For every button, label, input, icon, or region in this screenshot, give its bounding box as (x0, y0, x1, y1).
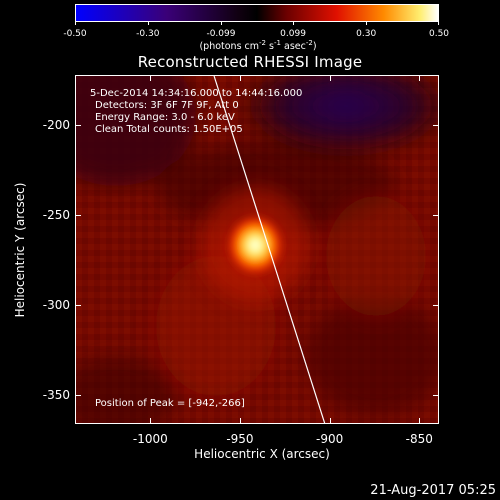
y-tick-label: -200 (42, 118, 70, 133)
x-tick-mark-top (329, 75, 331, 81)
x-tick-mark (419, 418, 421, 424)
rhessi-image (76, 76, 438, 423)
y-tick-label: -300 (42, 298, 70, 313)
y-tick-mark-right (433, 395, 439, 397)
colorbar-tick (366, 22, 368, 25)
colorbar (75, 4, 439, 22)
y-tick-mark (75, 215, 81, 217)
y-tick-mark-right (433, 125, 439, 127)
y-axis-label: Heliocentric Y (arcsec) (13, 182, 27, 318)
solar-limb-line (213, 76, 326, 423)
info-energy-range: Energy Range: 3.0 - 6.0 keV (95, 112, 235, 123)
colorbar-units: (photons cm-2 s-1 asec-2) (199, 39, 317, 53)
y-tick-mark (75, 305, 81, 307)
colorbar-tick (75, 22, 76, 25)
x-tick-label: -900 (315, 432, 344, 446)
y-tick-label: -350 (42, 388, 70, 403)
colorbar-tick (147, 22, 149, 25)
y-tick-mark-right (433, 215, 439, 217)
colorbar-tick-label: -0.30 (136, 29, 160, 39)
x-tick-mark (150, 418, 152, 424)
x-tick-label: -950 (226, 432, 254, 446)
y-tick-mark (75, 125, 81, 127)
colorbar-tick (438, 22, 439, 25)
colorbar-tick-label: 0.30 (356, 29, 377, 39)
negative-region (236, 76, 438, 156)
colorbar-gradient (76, 5, 438, 21)
image-plot: 5-Dec-2014 14:34:16.000 to 14:44:16.000 … (75, 75, 439, 424)
plot-title: Reconstructed RHESSI Image (137, 53, 363, 71)
x-tick-mark-top (239, 75, 241, 81)
x-tick-mark-top (150, 75, 152, 81)
colorbar-tick (220, 22, 222, 25)
colorbar-tick (293, 22, 295, 25)
info-time-range: 5-Dec-2014 14:34:16.000 to 14:44:16.000 (90, 88, 303, 99)
y-tick-mark-right (433, 305, 439, 307)
x-tick-label: -850 (405, 432, 433, 446)
x-axis-label: Heliocentric X (arcsec) (194, 447, 330, 461)
colorbar-tick-label: -0.50 (63, 29, 87, 39)
timestamp: 21-Aug-2017 05:25 (370, 483, 496, 498)
peak-core (225, 213, 286, 278)
colorbar-tick-label: 0.50 (428, 29, 450, 39)
x-tick-mark (239, 418, 241, 424)
x-tick-label: -1000 (132, 432, 168, 446)
info-detectors: Detectors: 3F 6F 7F 9F, Att 0 (95, 100, 239, 111)
colorbar-tick-label: 0.099 (280, 29, 306, 39)
x-tick-mark-top (419, 75, 421, 81)
x-tick-mark (329, 418, 331, 424)
y-tick-label: -250 (42, 208, 70, 223)
info-peak-position: Position of Peak = [-942,-266] (95, 398, 245, 409)
emission-peak (200, 187, 311, 304)
info-clean-counts: Clean Total counts: 1.50E+05 (95, 124, 243, 135)
y-tick-mark (75, 395, 81, 397)
colorbar-tick-label: -0.099 (206, 29, 236, 39)
